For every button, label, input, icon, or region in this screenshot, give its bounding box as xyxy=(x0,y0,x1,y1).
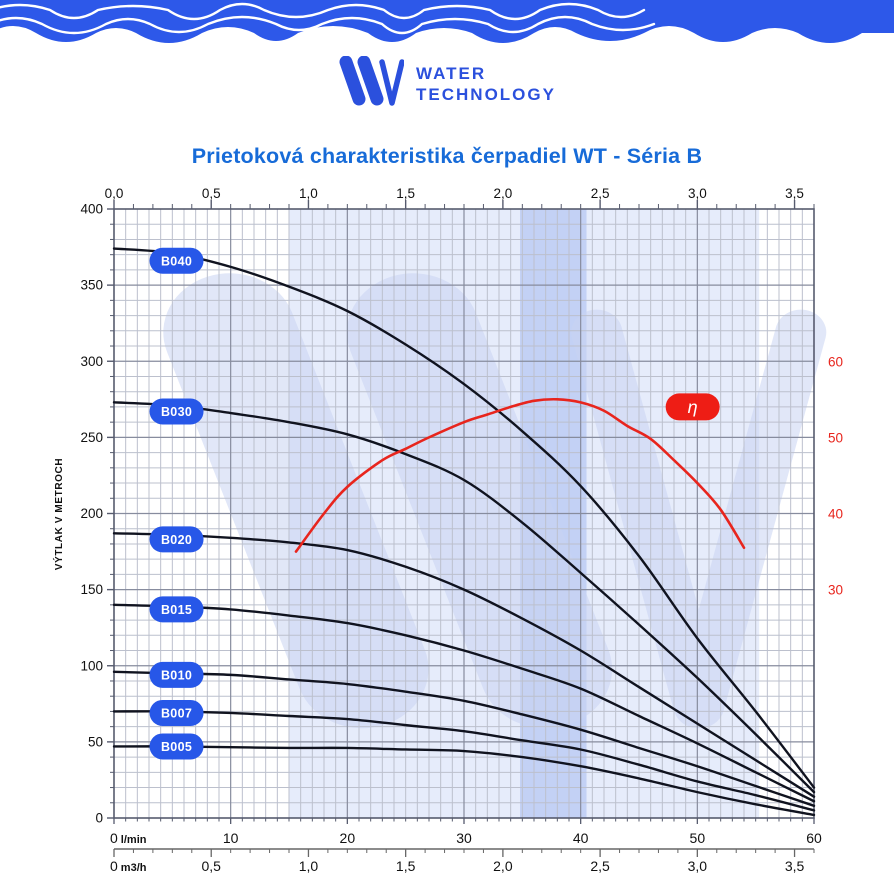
y-left-tick-label: 300 xyxy=(80,354,103,369)
x-lmin-tick-label: 10 xyxy=(223,830,239,846)
x-top-tick-label: 1,5 xyxy=(396,186,415,201)
curve-B005 xyxy=(112,745,816,817)
y-left-tick-label: 250 xyxy=(80,430,103,445)
pump-label-B040: B040 xyxy=(149,247,204,274)
curve-B020 xyxy=(112,532,816,798)
x-axis-m3h: 0 m3/h 0,5 1,0 1,5 2,0 2,5 3,0 3,5 xyxy=(110,848,815,874)
y-left-tick-label: 350 xyxy=(80,278,103,293)
pump-label-text: B010 xyxy=(161,668,192,682)
x-axis-lmin: 0 l/min 10 20 30 40 50 60 xyxy=(110,818,822,846)
chart-title: Prietoková charakteristika čerpadiel WT … xyxy=(191,144,703,168)
y-right-tick-label: 30 xyxy=(828,583,843,598)
y-right-tick-label: 40 xyxy=(828,507,843,522)
logo-line2: TECHNOLOGY xyxy=(416,85,556,104)
efficiency-label: η xyxy=(665,393,720,421)
y-left-tick-label: 0 xyxy=(95,811,103,826)
pump-label-B020: B020 xyxy=(149,526,204,553)
x-lmin-unit-label: 0 l/min xyxy=(110,830,147,846)
curve-B015 xyxy=(112,603,816,803)
x-m3h-tick-label: 2,5 xyxy=(590,858,610,874)
logo: WATER TECHNOLOGY xyxy=(0,56,894,112)
pump-label-B005: B005 xyxy=(149,733,204,760)
y-left-tick-label: 150 xyxy=(80,582,103,597)
y-axis-left: 0 50 100 150 200 250 300 350 400 VÝTLAK V METROCH xyxy=(52,202,114,826)
x-m3h-unit-label: 0 m3/h xyxy=(110,858,147,874)
x-top-tick-label: 3,5 xyxy=(785,186,804,201)
grid xyxy=(114,209,814,818)
logo-wordmark: WATER TECHNOLOGY xyxy=(416,63,556,106)
x-lmin-tick-label: 50 xyxy=(690,830,706,846)
x-m3h-tick-label: 0,5 xyxy=(201,858,221,874)
curve-B040 xyxy=(112,247,816,789)
pump-label-text: B030 xyxy=(161,405,192,419)
logo-w-icon xyxy=(339,56,405,106)
x-m3h-tick-label: 2,0 xyxy=(493,858,513,874)
watermark-w-icon xyxy=(163,273,827,729)
x-m3h-tick-label: 3,0 xyxy=(688,858,708,874)
x-lmin-tick-label: 20 xyxy=(340,830,356,846)
pump-label-B010: B010 xyxy=(149,661,204,688)
x-top-tick-label: 1,0 xyxy=(299,186,318,201)
pump-label-text: B040 xyxy=(161,254,192,268)
y-right-tick-label: 50 xyxy=(828,430,843,445)
y-axis-right-efficiency: 30 40 50 60 xyxy=(828,354,843,597)
curve-B007 xyxy=(112,710,816,812)
pump-label-text: B005 xyxy=(161,740,192,754)
pump-label-text: B015 xyxy=(161,603,192,617)
y-left-axis-title: VÝTLAK V METROCH xyxy=(52,458,65,570)
x-lmin-tick-label: 40 xyxy=(573,830,589,846)
wave-band-fill xyxy=(0,0,894,43)
y-left-tick-label: 200 xyxy=(80,506,103,521)
efficiency-label-text: η xyxy=(688,397,698,417)
pump-label-text: B020 xyxy=(161,533,192,547)
x-top-tick-label: 0,0 xyxy=(105,186,124,201)
pump-label-B015: B015 xyxy=(149,596,204,623)
pump-label-B007: B007 xyxy=(149,699,204,726)
x-lmin-tick-label: 60 xyxy=(806,830,822,846)
header-wave-band xyxy=(0,0,894,43)
wave-line-2 xyxy=(0,15,656,35)
x-lmin-tick-label: 30 xyxy=(456,830,472,846)
efficiency-curve xyxy=(294,397,746,553)
x-axis-top: 0,0 0,5 1,0 1,5 2,0 2,5 3,0 3,5 xyxy=(105,186,815,209)
x-top-tick-label: 2,5 xyxy=(591,186,610,201)
wave-line-1 xyxy=(0,2,646,21)
y-left-tick-label: 100 xyxy=(80,658,103,673)
y-right-tick-label: 60 xyxy=(828,354,843,369)
y-left-tick-label: 50 xyxy=(88,734,103,749)
pump-label-B030: B030 xyxy=(149,398,204,425)
curve-B010 xyxy=(112,670,816,808)
pump-curves xyxy=(112,247,816,817)
logo-line1: WATER xyxy=(416,63,487,83)
x-m3h-tick-label: 1,5 xyxy=(396,858,416,874)
x-m3h-tick-label: 3,5 xyxy=(785,858,805,874)
pump-label-text: B007 xyxy=(161,706,192,720)
x-top-tick-label: 0,5 xyxy=(202,186,221,201)
x-top-tick-label: 2,0 xyxy=(493,186,512,201)
x-top-tick-label: 3,0 xyxy=(688,186,707,201)
curve-B030 xyxy=(112,401,816,794)
y-left-tick-label: 400 xyxy=(80,202,103,217)
x-m3h-tick-label: 1,0 xyxy=(299,858,319,874)
